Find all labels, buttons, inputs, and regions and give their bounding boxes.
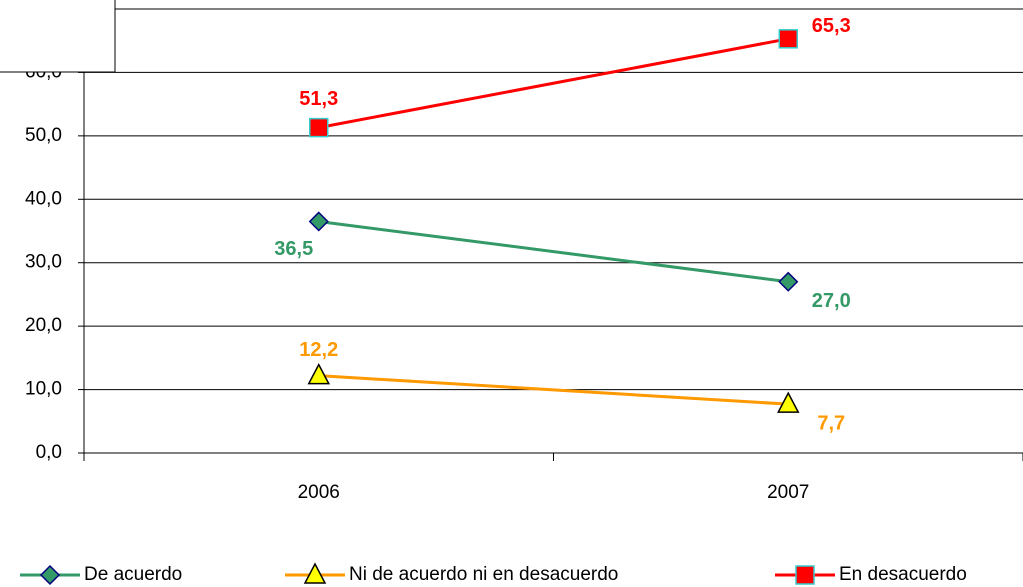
- marker: [778, 271, 799, 292]
- marker: [307, 363, 330, 385]
- x-tick-label: 2006: [298, 482, 340, 503]
- series-line: [318, 37, 789, 130]
- value-label: 36,5: [274, 238, 313, 260]
- series-line: [318, 374, 789, 406]
- marker: [308, 211, 329, 232]
- legend-marker: [303, 562, 327, 584]
- series-line: [318, 219, 789, 284]
- value-label: 27,0: [812, 290, 851, 312]
- value-label: 12,2: [299, 339, 338, 361]
- marker: [778, 29, 798, 49]
- legend-item: De acuerdo: [20, 564, 182, 586]
- legend-item: En desacuerdo: [775, 564, 967, 585]
- legend-marker: [795, 565, 815, 585]
- legend-label: En desacuerdo: [839, 564, 967, 585]
- value-label: 7,7: [817, 412, 845, 434]
- y-tick-label: 50,0: [25, 125, 62, 146]
- y-tick-label: 0,0: [36, 442, 62, 463]
- marker: [309, 117, 329, 138]
- value-label: 51,3: [299, 88, 338, 110]
- y-tick-label: 30,0: [25, 252, 62, 273]
- legend-label: De acuerdo: [84, 564, 182, 585]
- legend-marker: [39, 564, 61, 586]
- x-tick-label: 2007: [767, 482, 809, 503]
- legend-box-remnant: [0, 0, 116, 73]
- legend-item: Ni de acuerdo ni en desacuerdo: [285, 562, 618, 585]
- y-tick-label: 40,0: [25, 188, 62, 209]
- plot: 0,010,020,030,040,050,060,02006200736,52…: [25, 8, 1023, 503]
- marker: [777, 391, 800, 413]
- y-tick-label: 20,0: [25, 315, 62, 336]
- legend-label: Ni de acuerdo ni en desacuerdo: [349, 564, 618, 585]
- value-label: 65,3: [812, 15, 851, 37]
- y-tick-label: 10,0: [25, 379, 62, 400]
